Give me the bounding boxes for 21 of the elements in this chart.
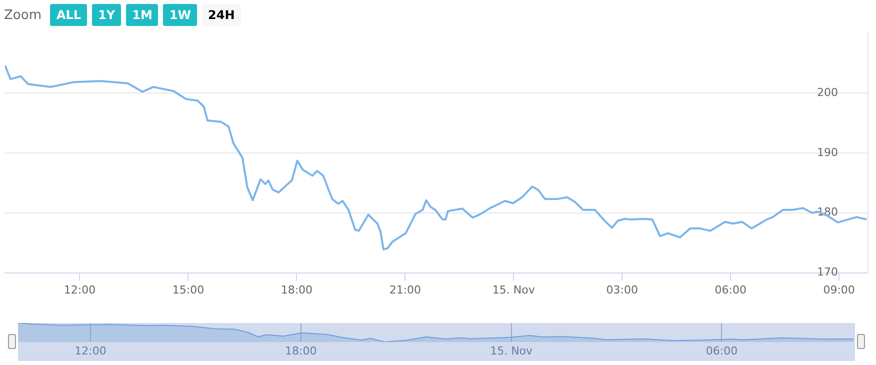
x-tick-label: 12:00 xyxy=(74,344,106,358)
y-tick-label: 170 xyxy=(817,266,838,279)
x-tick-label: 18:00 xyxy=(285,344,317,358)
text: 1Y xyxy=(92,4,122,26)
x-tick-label: 06:00 xyxy=(706,344,738,358)
x-tick-label: 09:00 xyxy=(823,283,855,296)
x-tick-label: 18:00 xyxy=(280,283,313,296)
y-tick-label: 200 xyxy=(817,86,838,99)
x-tick-label: 15. Nov xyxy=(490,344,534,358)
x-tick-label: 03:00 xyxy=(606,283,638,296)
x-tick-label: 06:00 xyxy=(714,283,746,296)
x-tick-label: 15:00 xyxy=(172,283,204,296)
text: ALL xyxy=(50,4,88,26)
x-tick-label: 15. Nov xyxy=(492,283,536,296)
text: Zoom xyxy=(4,8,42,22)
text: 24H xyxy=(202,4,241,26)
text: 1M xyxy=(126,4,158,26)
text: 1W xyxy=(163,4,198,26)
x-tick-label: 12:00 xyxy=(64,283,96,296)
y-tick-label: 190 xyxy=(817,146,838,159)
x-tick-label: 21:00 xyxy=(389,283,422,296)
